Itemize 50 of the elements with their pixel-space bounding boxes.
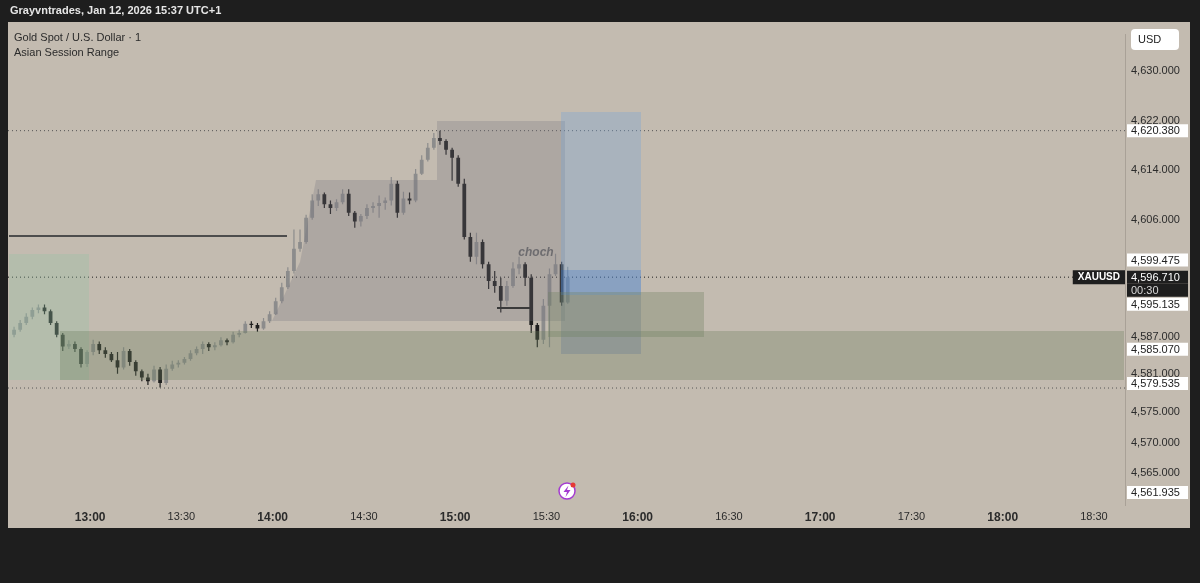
x-tick-label: 18:30 [1080,509,1108,522]
x-tick-label: 17:30 [897,509,926,522]
candlestick [219,337,223,347]
y-tick-label: 4,614.000 [1131,163,1180,176]
y-tick-label: 4,581.000 [1131,367,1180,380]
candlestick [365,204,369,220]
x-tick-label: 14:30 [350,509,378,522]
x-tick-label: 17:00 [804,509,836,524]
text: 4,595.135 [1131,297,1180,310]
candlestick [292,229,296,274]
x-tick-label: 15:30 [532,509,561,522]
text: Grayvntrades, Jan 12, 2026 15:37 UTC+1 [10,4,222,16]
text: 00:30 [1131,283,1159,296]
candlestick [74,341,76,353]
y2-axis-title: USD [1131,29,1179,50]
ref-line-label: XAUUSD [1077,271,1121,283]
y2-tick-label: 4,585.070 [1131,342,1180,355]
x-tick-label: 15:00 [439,509,471,524]
y-tick-label: 4,630.000 [1131,64,1180,77]
candlestick [383,197,388,210]
candlestick [146,373,150,385]
candlestick [517,256,521,275]
y-tick-label: 4,622.000 [1131,113,1180,126]
x-tick-label: 13:00 [74,509,106,524]
candlestick [225,338,229,346]
y2-tick-label: 4,561.935 [1131,485,1180,498]
candlestick [511,262,515,288]
candlestick [12,326,16,338]
x-tick-label: 16:30 [715,509,743,522]
candlestick [66,340,71,350]
chart-title: Gold Spot / U.S. Dollar · 1 [14,31,142,43]
y2-tick-label: 4,579.535 [1131,377,1180,389]
annotation: choch [518,245,554,260]
x-tick-label: 13:30 [167,509,196,522]
y-tick-label: 4,570.000 [1131,435,1180,448]
x-tick-label: 16:00 [622,509,654,524]
x-tick-label: 14:00 [257,509,289,524]
y-tick-label: 4,606.000 [1131,212,1180,225]
y2-tick-label: 4,596.710 [1131,270,1180,283]
candlestick [80,347,82,368]
y-tick-label: 4,565.000 [1131,466,1180,479]
y2-tick-label: 4,620.380 [1131,124,1180,137]
y2-tick-label: 4,599.475 [1131,253,1180,266]
y-tick-label: 4,587.000 [1131,330,1180,343]
y-tick-label: 4,575.000 [1131,404,1180,417]
x-tick-label: 18:00 [987,509,1019,524]
candlestick [298,229,302,252]
candlestick [439,130,441,145]
candlestick [445,139,447,155]
text: Asian Session Range [14,46,120,58]
